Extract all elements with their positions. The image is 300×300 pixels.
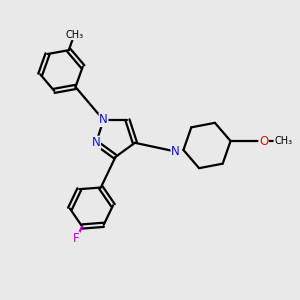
Text: N: N [171, 145, 180, 158]
Text: F: F [73, 232, 80, 245]
Text: CH₃: CH₃ [274, 136, 292, 146]
Text: N: N [99, 113, 108, 127]
Text: O: O [259, 134, 268, 148]
Text: CH₃: CH₃ [65, 30, 83, 40]
Text: N: N [92, 136, 100, 149]
